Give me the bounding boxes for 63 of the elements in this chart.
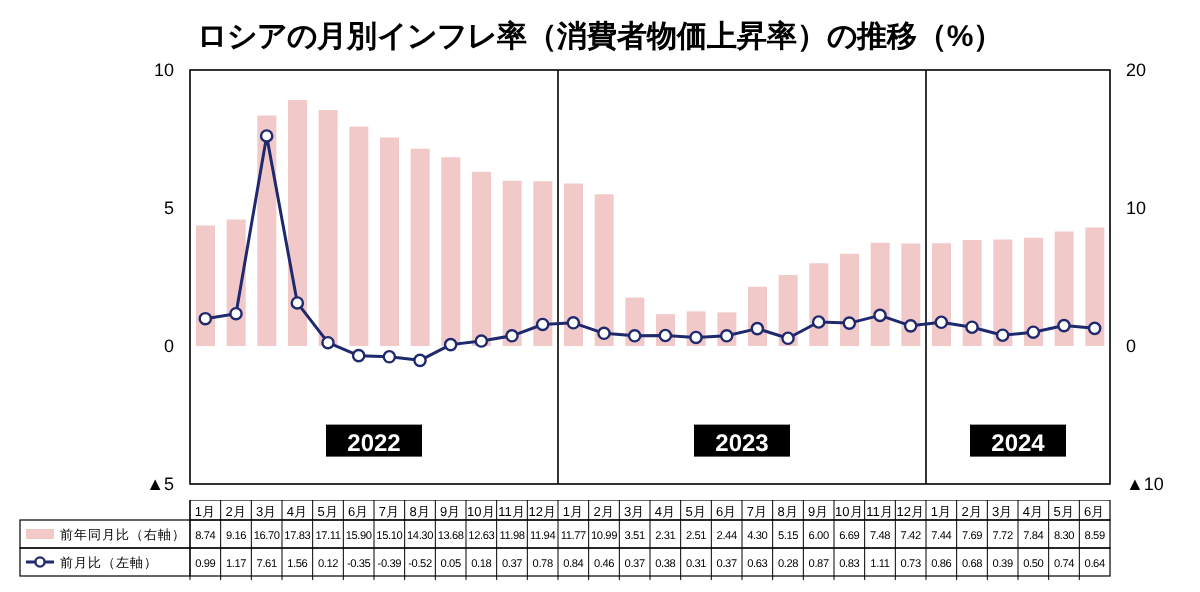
y-tick-label: 0 (163, 336, 174, 357)
point (474, 334, 489, 348)
bar (410, 148, 430, 346)
point (597, 326, 611, 341)
point (382, 349, 397, 364)
annotation: 2022 (347, 428, 402, 457)
point (229, 306, 243, 321)
y2-tick-label: 0 (1126, 336, 1137, 357)
bar (870, 242, 890, 346)
point (351, 348, 366, 363)
point (443, 337, 458, 352)
y2-tick-label: 10 (1126, 198, 1147, 219)
bar (380, 137, 400, 346)
y2-tick-label: 20 (1126, 60, 1147, 81)
bar (472, 171, 492, 346)
y2-tick-label: ▲10 (1126, 474, 1164, 495)
bar (1024, 237, 1044, 346)
bar (349, 126, 369, 346)
bar (1085, 227, 1105, 346)
point (1087, 321, 1102, 336)
point (811, 315, 826, 329)
point (750, 321, 765, 336)
bar (441, 157, 461, 346)
bar (809, 263, 829, 346)
bar (318, 109, 338, 346)
point (903, 319, 918, 333)
point (995, 328, 1010, 343)
bar (533, 181, 553, 346)
bar (502, 180, 522, 346)
point (413, 353, 427, 368)
annotation: 2023 (715, 428, 770, 457)
point (290, 296, 305, 310)
point (198, 311, 213, 326)
bar (993, 239, 1013, 346)
point (566, 316, 581, 330)
y-tick-label: 5 (163, 198, 174, 219)
bar (196, 225, 216, 346)
point (781, 331, 795, 346)
point (689, 330, 703, 345)
bar (594, 194, 614, 346)
bar (288, 99, 308, 346)
point (259, 129, 274, 143)
bar (1054, 231, 1074, 346)
bar (840, 253, 860, 346)
bar (257, 115, 277, 346)
y-tick-label: ▲5 (146, 474, 174, 495)
bar (932, 243, 952, 346)
point (934, 315, 949, 330)
chart-title: ロシアの月別インフレ率（消費者物価上昇率）の推移（%） (194, 18, 1006, 58)
point (842, 316, 857, 330)
point (873, 308, 887, 323)
point (627, 328, 642, 343)
point (965, 320, 979, 335)
point (535, 317, 550, 332)
bar (962, 239, 982, 346)
bar (901, 243, 921, 346)
bar (564, 183, 584, 346)
point (1057, 318, 1071, 333)
annotation: 2024 (991, 428, 1046, 457)
point (321, 335, 335, 350)
point (505, 328, 519, 343)
point (1026, 325, 1041, 339)
y-tick-label: 10 (153, 60, 174, 81)
